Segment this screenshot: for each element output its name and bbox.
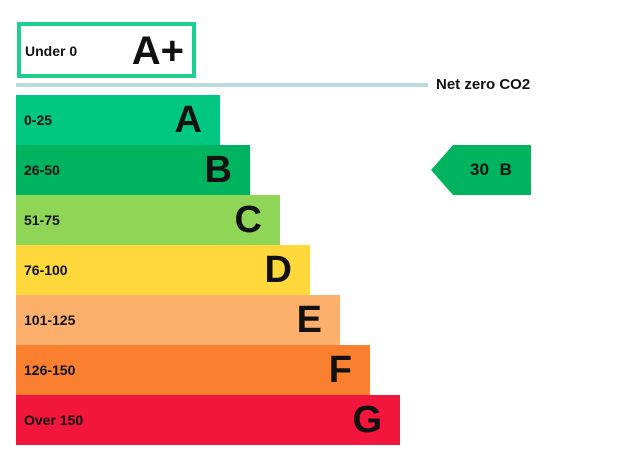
band-d: 76-100 D — [16, 245, 310, 295]
band-g: Over 150 G — [16, 395, 400, 445]
arrow-shape — [431, 145, 531, 195]
band-letter: B — [204, 149, 232, 191]
band-range: 126-150 — [24, 362, 76, 378]
band-letter: G — [352, 399, 382, 441]
band-letter: A — [174, 99, 202, 141]
current-rating-label: 30 B — [470, 160, 512, 179]
band-f: 126-150 F — [16, 345, 370, 395]
band-letter: C — [234, 199, 262, 241]
band-range: 76-100 — [24, 262, 68, 278]
band-letter: E — [296, 299, 322, 341]
band-range: 101-125 — [24, 312, 76, 328]
band-letter: D — [264, 249, 292, 291]
net-zero-label: Net zero CO2 — [436, 76, 531, 93]
band-range: 26-50 — [24, 162, 60, 178]
band-e: 101-125 E — [16, 295, 340, 345]
band-range: Under 0 — [25, 43, 78, 59]
band-a-plus: Under 0 A+ — [17, 22, 196, 78]
net-zero-line — [16, 83, 428, 87]
current-rating-arrow: 30 B — [431, 145, 531, 195]
band-a: 0-25 A — [16, 95, 220, 145]
band-b: 26-50 B — [16, 145, 250, 195]
band-range: 0-25 — [24, 112, 53, 128]
band-letter: F — [328, 349, 352, 391]
band-letter: A+ — [131, 29, 184, 73]
band-c: 51-75 C — [16, 195, 280, 245]
band-range: Over 150 — [24, 412, 84, 428]
band-range: 51-75 — [24, 212, 60, 228]
